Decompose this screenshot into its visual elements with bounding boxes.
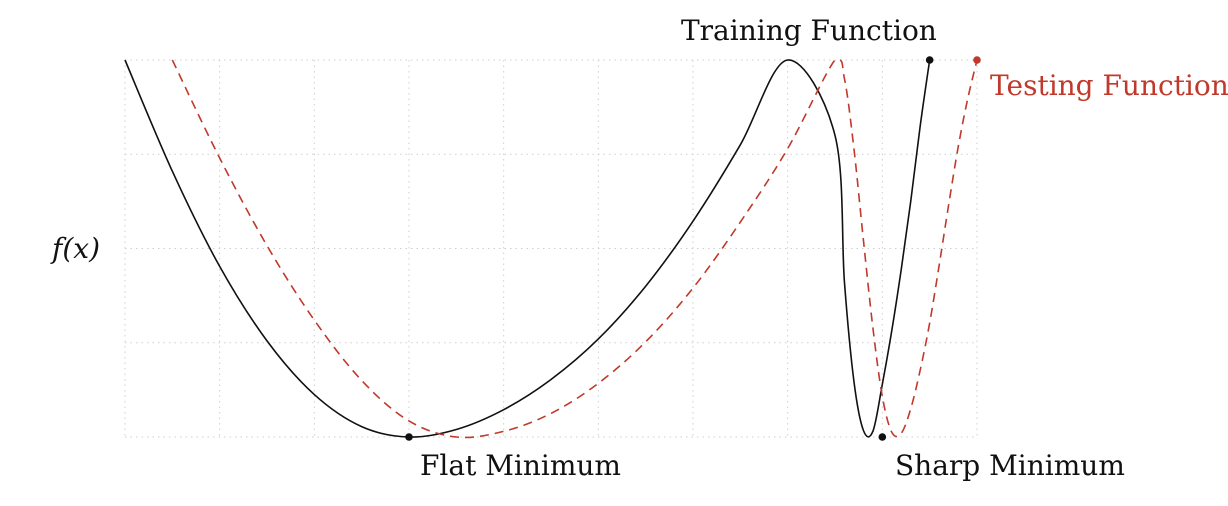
sharp-marker — [878, 433, 887, 441]
testing-function-line — [171, 58, 978, 439]
training-function-label: Training Function — [681, 14, 937, 47]
series-layer — [124, 58, 978, 439]
train-end-marker — [925, 56, 934, 64]
sharp-minimum-label: Sharp Minimum — [895, 449, 1125, 482]
testing-function-label: Testing Function — [990, 69, 1228, 102]
y-axis-label: f(x) — [50, 232, 100, 265]
flat-marker — [405, 433, 413, 441]
marker-layer — [405, 56, 981, 441]
flat-minimum-label: Flat Minimum — [420, 449, 621, 482]
grid — [124, 59, 978, 438]
test-end-marker — [973, 56, 981, 64]
training-function-line — [124, 59, 931, 438]
